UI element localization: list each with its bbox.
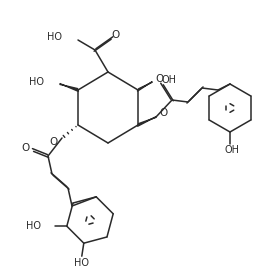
Text: HO: HO xyxy=(26,221,41,231)
Text: O: O xyxy=(22,143,30,153)
Polygon shape xyxy=(60,84,78,91)
Text: O: O xyxy=(159,108,167,118)
Text: O: O xyxy=(112,30,120,40)
Text: OH: OH xyxy=(162,75,177,85)
Text: O: O xyxy=(155,74,163,84)
Text: HO: HO xyxy=(47,32,62,42)
Text: HO: HO xyxy=(74,258,89,268)
Polygon shape xyxy=(137,82,152,91)
Text: O: O xyxy=(49,137,57,147)
Text: HO: HO xyxy=(29,77,44,87)
Text: OH: OH xyxy=(225,145,239,155)
Polygon shape xyxy=(137,117,156,126)
